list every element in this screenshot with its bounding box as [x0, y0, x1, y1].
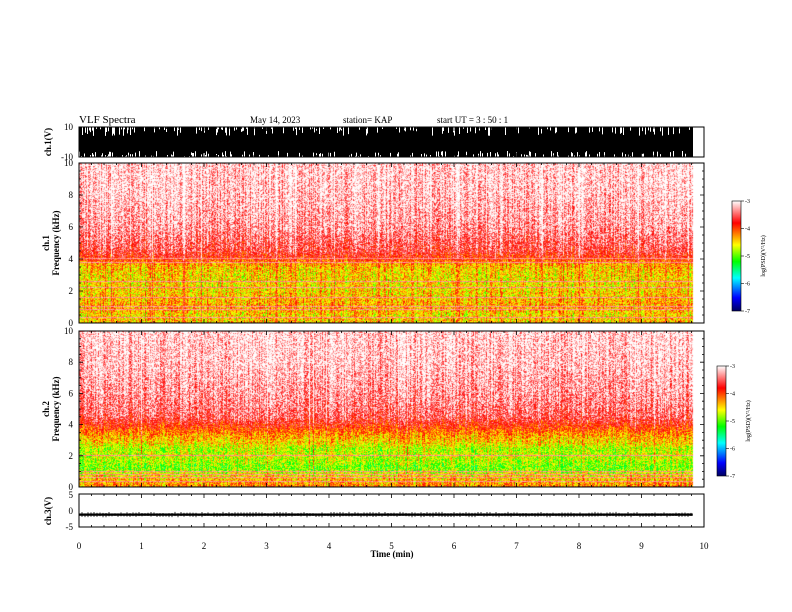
figure-title: VLF Spectra: [79, 114, 136, 126]
y-tick-label: 2: [69, 451, 74, 461]
x-tick-label: 2: [202, 541, 207, 551]
colorbar-tick-label: -5: [745, 254, 750, 260]
x-tick-label: 7: [514, 541, 519, 551]
ch1-waveform-ylabel: ch.1(V): [43, 128, 53, 156]
ch1-colorbar: -3 -4 -5 -6 -7 log(PSD)(V²/Hz): [731, 199, 767, 315]
ch2-spectrogram-xticks: [78, 331, 705, 487]
y-tick-label: 4: [69, 420, 74, 430]
date-label: May 14, 2023: [250, 115, 301, 125]
ch1-waveform-xticks: [78, 127, 705, 157]
y-tick-marks: [79, 162, 704, 324]
ch1-spectrogram-xticks: [78, 163, 705, 323]
station-label: station= KAP: [343, 115, 392, 125]
ch3-waveform-xticks: [78, 494, 705, 527]
colorbar-tick-label: -4: [745, 227, 750, 233]
x-tick-label: 1: [139, 541, 144, 551]
x-tick-label: 0: [77, 541, 82, 551]
colorbar-tick-label: -6: [730, 447, 735, 453]
ch3-ytick-mid: 0: [69, 506, 74, 516]
ch1-spectrogram-panel: 0 2 4 6 8 10 ch.1 Frequency (kHz): [41, 158, 705, 328]
x-tick-marks: [78, 494, 705, 527]
colorbar-tick-label: -7: [745, 309, 750, 315]
ch2-spectrogram-ylabel: Frequency (kHz): [51, 376, 61, 441]
colorbar-tick-label: -7: [730, 474, 735, 480]
x-tick-label: 8: [577, 541, 582, 551]
ch1-ytick-bottom: -10: [61, 152, 73, 162]
x-tick-label: 5: [389, 541, 394, 551]
y-tick-label: 4: [69, 254, 74, 264]
ch2-colorbar-ticks: -3 -4 -5 -6 -7: [726, 364, 735, 480]
ch2-colorbar-gradient: [716, 365, 727, 477]
ch1-spectrogram-image: [79, 163, 704, 323]
ch1-spectrogram-yticks: 0 2 4 6 8 10: [64, 158, 704, 328]
ch3-waveform-trace: [78, 511, 693, 518]
ch2-spectrogram-ylabel-channel: ch.2: [41, 401, 51, 417]
ch1-spectrogram-ylabel: Frequency (kHz): [51, 210, 61, 275]
y-tick-marks: [79, 330, 704, 488]
time-axis-tick-labels: 0 1 2 3 4 5 6 7 8 9 10: [77, 541, 709, 551]
ch1-spectrogram-ylabel-channel: ch.1: [41, 235, 51, 251]
x-tick-marks: [78, 127, 705, 157]
start-time-label: start UT = 3 : 50 : 1: [437, 115, 508, 125]
y-tick-label: 6: [69, 222, 74, 232]
ch2-spectrogram-image: [79, 331, 704, 487]
ch3-waveform-band: [79, 513, 693, 516]
ch2-spectrogram-panel: 0 2 4 6 8 10 ch.2 Frequency (kHz): [41, 326, 705, 492]
colorbar-tick-label: -3: [730, 364, 735, 370]
y-tick-label: 6: [69, 388, 74, 398]
y-tick-label: 8: [69, 357, 74, 367]
x-tick-label: 9: [639, 541, 644, 551]
y-tick-label: 2: [69, 286, 74, 296]
y-tick-label: 10: [64, 326, 74, 336]
ch2-colorbar-label: log(PSD)(V²/Hz): [745, 400, 752, 441]
ch3-ytick-top: 5: [69, 490, 74, 500]
colorbar-tick-label: -4: [730, 392, 735, 398]
ch2-colorbar: -3 -4 -5 -6 -7 log(PSD)(V²/Hz): [716, 364, 752, 480]
x-tick-label: 4: [327, 541, 332, 551]
ch2-spectrogram-yticks: 0 2 4 6 8 10: [64, 326, 704, 492]
ch1-ytick-top: 10: [64, 122, 74, 132]
x-tick-label: 10: [700, 541, 710, 551]
ch1-waveform-trace: [79, 127, 693, 157]
colorbar-tick-label: -5: [730, 419, 735, 425]
x-tick-marks: [78, 163, 705, 323]
colorbar-tick-label: -6: [745, 282, 750, 288]
ch1-colorbar-ticks: -3 -4 -5 -6 -7: [741, 199, 750, 315]
y-tick-label: 8: [69, 190, 74, 200]
x-tick-label: 6: [452, 541, 457, 551]
ch3-ytick-bottom: -5: [66, 522, 74, 532]
time-axis-label: Time (min): [370, 549, 413, 559]
ch1-colorbar-gradient: [731, 200, 742, 312]
y-tick-label: 0: [69, 482, 74, 492]
ch3-waveform-ylabel: ch.3(V): [43, 497, 53, 525]
ch1-waveform-panel: 10 -10 ch.1(V): [43, 122, 705, 162]
ch3-waveform-frame: [78, 493, 705, 528]
colorbar-tick-label: -3: [745, 199, 750, 205]
x-tick-marks: [78, 331, 705, 487]
ch1-waveform-line: [79, 127, 693, 157]
x-tick-label: 3: [264, 541, 269, 551]
y-tick-label: 10: [64, 158, 74, 168]
ch3-waveform-panel: 5 0 -5 ch.3(V) 0 1 2 3 4 5 6 7 8 9 10 Time (min): [43, 490, 709, 559]
ch1-colorbar-label: log(PSD)(V²/Hz): [760, 235, 767, 276]
y-tick-label: 0: [69, 318, 74, 328]
